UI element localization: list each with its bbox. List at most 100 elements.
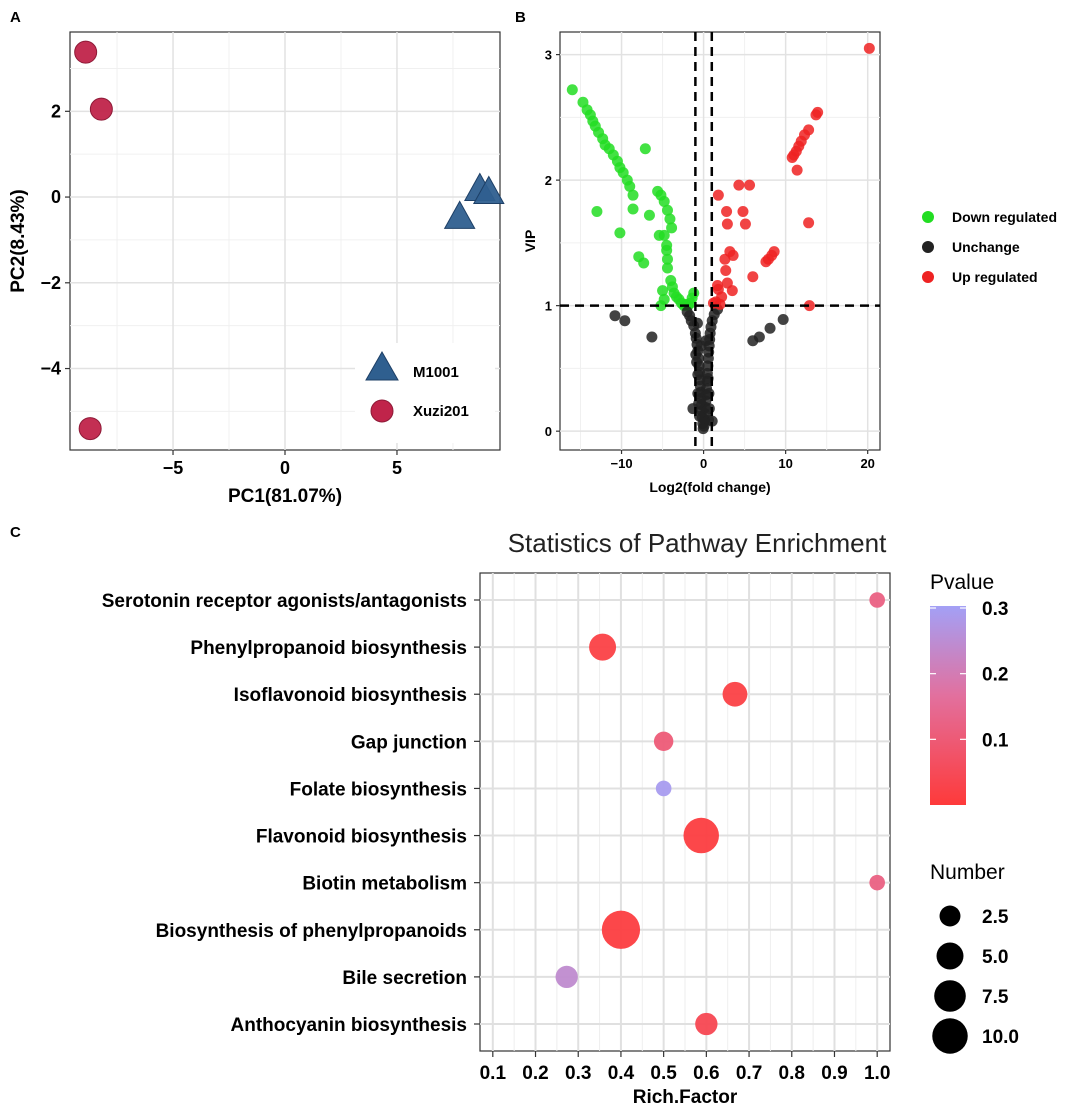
volcano-point-unchange: [692, 369, 704, 381]
enrichment-point: [695, 1012, 718, 1036]
volcano-point-up: [747, 271, 759, 283]
volcano-point-up: [727, 249, 739, 261]
number-legend-marker: [939, 905, 961, 927]
number-legend-marker: [932, 1018, 968, 1054]
legend-m1001-label: M1001: [413, 364, 459, 381]
volcano-point-up: [707, 297, 719, 309]
pvalue-legend: Pvalue 0.3 0.2 0.1: [930, 571, 1009, 805]
volcano-plot-area: [559, 31, 881, 451]
pca-point-xuzi201: [78, 417, 102, 441]
number-legend-marker: [936, 942, 964, 970]
volcano-xtick-label: 0: [700, 456, 707, 471]
volcano-point-unchange: [700, 335, 712, 347]
pathway-label: Flavonoid biosynthesis: [256, 827, 467, 848]
volcano-point-up: [719, 253, 731, 265]
volcano-point-down: [614, 227, 626, 239]
pca-ylabel: PC2(8.43%): [8, 189, 29, 293]
pca-plot: −5 0 5 −4 −2 0 2 M1001 Xuzi201 PC1(81.07%) PC2…: [8, 31, 505, 507]
number-legend-label: 10.0: [982, 1027, 1019, 1048]
number-legend-label: 2.5: [982, 907, 1009, 928]
volcano-ytick-label: 1: [545, 299, 552, 314]
pca-ytick-label: 2: [51, 101, 61, 121]
volcano-point-down: [566, 84, 578, 96]
volcano-ytick-label: 3: [545, 48, 552, 63]
volcano-point-unchange: [687, 403, 699, 415]
pvalue-tick-label: 0.1: [982, 730, 1009, 751]
volcano-point-unchange: [706, 415, 718, 427]
enrichment-xtick-label: 0.1: [480, 1063, 507, 1084]
pca-xtick-label: 0: [280, 458, 290, 478]
pca-ytick-label: 0: [51, 187, 61, 207]
panel-label-b: B: [515, 9, 526, 26]
volcano-point-up: [786, 152, 798, 164]
pvalue-tick-label: 0.2: [982, 665, 1008, 686]
enrichment-point: [869, 592, 885, 608]
panel-label-a: A: [10, 9, 21, 26]
legend-xuzi201-label: Xuzi201: [413, 403, 469, 420]
volcano-point-down: [657, 285, 669, 297]
enrichment-xtick-label: 0.4: [608, 1063, 635, 1084]
number-legend-marker: [934, 980, 966, 1012]
volcano-ytick-label: 2: [545, 173, 552, 188]
pca-point-m1001: [472, 175, 505, 204]
legend-m1001-marker: [365, 350, 399, 381]
pca-point-m1001: [443, 200, 476, 229]
volcano-point-up: [733, 179, 745, 191]
enrichment-xtick-label: 0.3: [565, 1063, 591, 1084]
pvalue-colorbar: [930, 606, 966, 805]
volcano-point-down: [666, 222, 678, 234]
pca-point-xuzi201: [89, 97, 113, 121]
enrichment-point: [601, 910, 641, 949]
legend-up-marker: [922, 271, 934, 283]
enrichment-xtick-label: 0.9: [821, 1063, 847, 1084]
legend-unchange-marker: [922, 241, 934, 253]
volcano-point-up: [791, 164, 803, 176]
pca-xtick-label: −5: [163, 458, 184, 478]
volcano-point-down: [661, 253, 673, 265]
pathway-label: Biotin metabolism: [302, 874, 467, 895]
volcano-point-down: [624, 180, 636, 192]
pathway-label: Phenylpropanoid biosynthesis: [190, 638, 467, 659]
legend-up-label: Up regulated: [952, 269, 1038, 285]
volcano-point-down: [658, 229, 670, 241]
volcano-point-down: [627, 203, 639, 215]
volcano-point-unchange: [753, 331, 765, 343]
pathway-label: Isoflavonoid biosynthesis: [234, 685, 467, 706]
pca-legend: M1001 Xuzi201: [355, 343, 495, 443]
volcano-ytick-label: 0: [545, 424, 552, 439]
enrichment-xtick-label: 0.5: [650, 1063, 677, 1084]
volcano-ylabel: VIP: [522, 230, 538, 253]
enrichment-xlabel: Rich.Factor: [633, 1087, 738, 1108]
volcano-xtick-label: −10: [611, 456, 633, 471]
pathway-label: Gap junction: [351, 732, 467, 753]
enrichment-point: [589, 633, 617, 661]
volcano-legend: Down regulated Unchange Up regulated: [922, 209, 1057, 285]
volcano-point-unchange: [764, 322, 776, 334]
volcano-point-up: [760, 256, 772, 268]
volcano-point-unchange: [609, 310, 621, 322]
volcano-point-down: [664, 213, 676, 225]
volcano-point-unchange: [646, 331, 658, 343]
volcano-point-down: [638, 257, 650, 269]
number-legend: Number 2.5 5.0 7.5 10.0: [930, 861, 1019, 1054]
volcano-xlabel: Log2(fold change): [649, 479, 770, 495]
volcano-point-unchange: [777, 313, 789, 325]
volcano-point-up: [726, 285, 738, 297]
number-legend-label: 5.0: [982, 947, 1008, 968]
enrichment-point: [653, 731, 674, 752]
pca-xlabel: PC1(81.07%): [228, 486, 342, 507]
enrichment-xtick-label: 0.6: [693, 1063, 719, 1084]
volcano-plot: −10 0 10 20 0 1 2 3 Log2(fold change) VIP Down …: [522, 31, 1057, 495]
enrichment-plot: Statistics of Pathway Enrichment 0.1 0.2 0…: [102, 528, 1019, 1108]
volcano-point-up: [712, 280, 724, 292]
volcano-point-down: [591, 206, 603, 218]
pvalue-legend-title: Pvalue: [930, 571, 994, 594]
volcano-point-up: [739, 218, 751, 230]
volcano-point-up: [803, 300, 815, 312]
volcano-point-unchange: [693, 410, 705, 422]
pca-xtick-label: 5: [392, 458, 402, 478]
number-legend-title: Number: [930, 861, 1005, 884]
volcano-point-down: [639, 143, 651, 155]
volcano-xtick-label: 10: [778, 456, 792, 471]
